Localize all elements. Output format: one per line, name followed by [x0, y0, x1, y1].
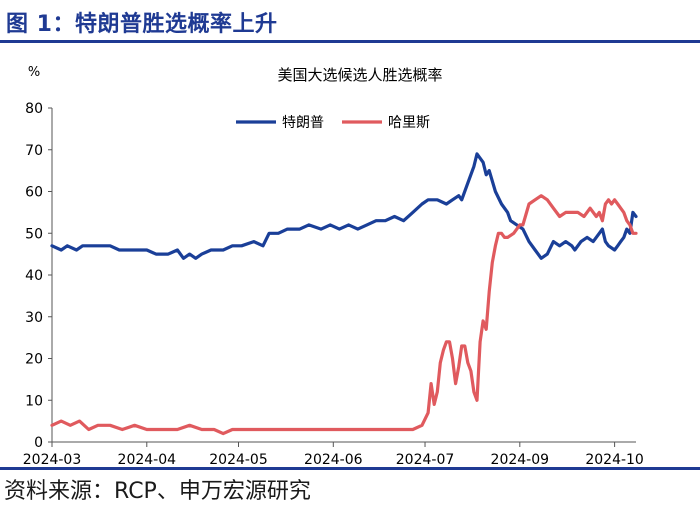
- y-tick-label: 30: [25, 310, 43, 326]
- legend-label-trump: 特朗普: [282, 115, 324, 131]
- x-tick-label: 2024-07: [396, 452, 455, 466]
- y-axis-unit: %: [28, 65, 40, 80]
- chart-title: 美国大选候选人胜选概率: [277, 66, 442, 84]
- header-rule: [0, 40, 700, 43]
- line-chart: 美国大选候选人胜选概率% 0 10 20 30 40 50 60 70 80 2024-03 2024…: [23, 65, 644, 466]
- y-tick-label: 40: [25, 268, 43, 284]
- x-tick-label: 2024-04: [118, 452, 177, 466]
- legend-label-harris: 哈里斯: [388, 115, 430, 131]
- x-tick-label: 2024-05: [209, 452, 268, 466]
- y-tick-label: 80: [25, 101, 43, 117]
- x-tick-label: 2024-09: [491, 452, 550, 466]
- y-tick-label: 50: [25, 226, 43, 242]
- x-tick-label: 2024-03: [23, 452, 82, 466]
- x-tick-label: 2024-10: [585, 452, 644, 466]
- y-tick-label: 0: [34, 435, 43, 451]
- y-tick-label: 10: [25, 393, 43, 409]
- series-line-harris: [50, 194, 638, 436]
- figure-title: 图 1：特朗普胜选概率上升: [6, 12, 278, 37]
- figure-header: 图 1：特朗普胜选概率上升: [0, 0, 700, 44]
- x-tick-label: 2024-06: [304, 452, 363, 466]
- series-line-trump: [50, 152, 638, 260]
- y-tick-label: 20: [25, 352, 43, 368]
- y-tick-label: 60: [25, 185, 43, 201]
- source-note: 资料来源：RCP、申万宏源研究: [4, 479, 311, 504]
- y-tick-label: 70: [25, 143, 43, 159]
- footer-rule: [0, 467, 700, 470]
